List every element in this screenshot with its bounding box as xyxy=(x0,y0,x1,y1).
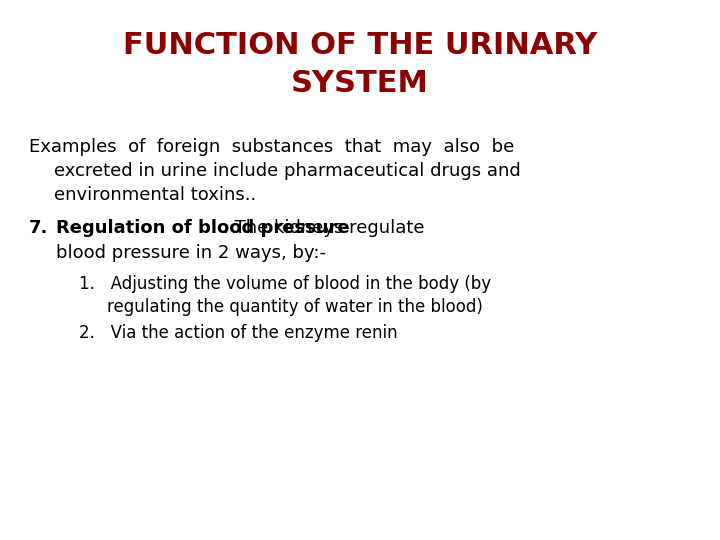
Text: excreted in urine include pharmaceutical drugs and: excreted in urine include pharmaceutical… xyxy=(54,162,521,180)
Text: 2.   Via the action of the enzyme renin: 2. Via the action of the enzyme renin xyxy=(79,324,398,342)
Text: Regulation of blood pressure: Regulation of blood pressure xyxy=(56,219,350,237)
Text: 1.   Adjusting the volume of blood in the body (by: 1. Adjusting the volume of blood in the … xyxy=(79,275,491,293)
Text: : The kidneys regulate: : The kidneys regulate xyxy=(56,219,425,237)
Text: SYSTEM: SYSTEM xyxy=(291,69,429,98)
Text: 7.: 7. xyxy=(29,219,48,237)
Text: FUNCTION OF THE URINARY: FUNCTION OF THE URINARY xyxy=(123,31,597,60)
Text: regulating the quantity of water in the blood): regulating the quantity of water in the … xyxy=(107,298,482,316)
Text: environmental toxins..: environmental toxins.. xyxy=(54,186,256,204)
Text: blood pressure in 2 ways, by:-: blood pressure in 2 ways, by:- xyxy=(56,244,326,262)
Text: Examples  of  foreign  substances  that  may  also  be: Examples of foreign substances that may … xyxy=(29,138,514,156)
